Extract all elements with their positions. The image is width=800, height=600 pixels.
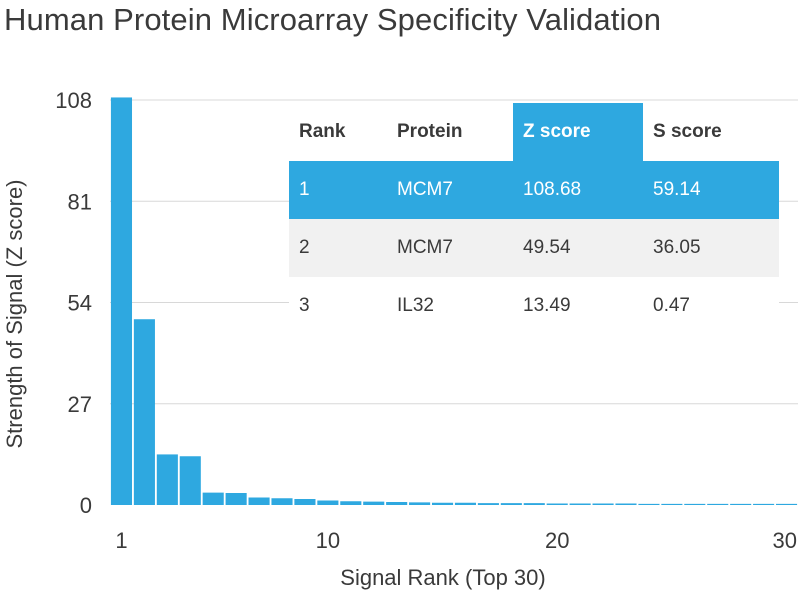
bar-rank-27 xyxy=(707,503,729,505)
bar-rank-23 xyxy=(615,503,637,505)
bar-rank-29 xyxy=(753,503,775,505)
table-row: 3 IL32 13.49 0.47 xyxy=(289,277,779,335)
x-tick-label: 20 xyxy=(545,528,569,553)
y-tick-label: 54 xyxy=(68,291,92,316)
bar-rank-20 xyxy=(546,503,568,505)
bar-rank-21 xyxy=(569,503,591,505)
cell-s-score: 0.47 xyxy=(643,277,779,335)
bar-rank-12 xyxy=(363,501,385,505)
y-tick-label: 108 xyxy=(55,88,92,113)
y-tick-label: 27 xyxy=(68,392,92,417)
header-rank: Rank xyxy=(289,103,387,161)
y-tick-labels: 0 27 54 81 108 xyxy=(55,88,92,518)
cell-s-score: 36.05 xyxy=(643,219,779,277)
header-z-score: Z score xyxy=(513,103,643,161)
bar-rank-30 xyxy=(775,503,798,505)
bar-rank-2 xyxy=(133,319,155,505)
table-row: 2 MCM7 49.54 36.05 xyxy=(289,219,779,277)
bar-rank-15 xyxy=(431,502,454,505)
bar-rank-18 xyxy=(500,503,522,505)
ranking-table: Rank Protein Z score S score 1 MCM7 108.… xyxy=(289,103,779,335)
x-axis-title: Signal Rank (Top 30) xyxy=(340,565,545,590)
bar-rank-16 xyxy=(454,502,477,505)
x-tick-labels: 1 10 20 30 xyxy=(115,528,797,553)
header-protein: Protein xyxy=(387,103,513,161)
bar-rank-9 xyxy=(294,499,316,505)
cell-z-score: 49.54 xyxy=(513,219,643,277)
bar-rank-8 xyxy=(271,498,293,505)
bar-rank-25 xyxy=(661,503,683,505)
cell-protein: MCM7 xyxy=(387,219,513,277)
bar-rank-14 xyxy=(409,502,431,505)
bar-rank-17 xyxy=(477,503,499,505)
header-s-score: S score xyxy=(643,103,779,161)
y-tick-label: 81 xyxy=(68,189,92,214)
table-row: 1 MCM7 108.68 59.14 xyxy=(289,161,779,219)
chart-title: Human Protein Microarray Specificity Val… xyxy=(4,2,662,37)
bar-rank-6 xyxy=(225,493,247,505)
x-tick-label: 30 xyxy=(773,528,797,553)
cell-protein: MCM7 xyxy=(387,161,513,219)
table-header-row: Rank Protein Z score S score xyxy=(289,103,779,161)
bar-rank-4 xyxy=(179,456,201,505)
bar-rank-3 xyxy=(156,454,178,505)
cell-z-score: 13.49 xyxy=(513,277,643,335)
x-tick-label: 10 xyxy=(316,528,340,553)
y-tick-label: 0 xyxy=(80,493,92,518)
cell-z-score: 108.68 xyxy=(513,161,643,219)
cell-s-score: 59.14 xyxy=(643,161,779,219)
cell-protein: IL32 xyxy=(387,277,513,335)
bar-rank-1 xyxy=(110,97,133,505)
bar-rank-26 xyxy=(684,503,706,505)
x-tick-label: 1 xyxy=(115,528,127,553)
bars xyxy=(110,97,798,505)
bar-rank-11 xyxy=(340,501,362,505)
y-axis-title: Strength of Signal (Z score) xyxy=(2,179,27,448)
bar-rank-5 xyxy=(202,492,224,505)
bar-rank-24 xyxy=(638,503,660,505)
bar-rank-7 xyxy=(248,497,270,505)
cell-rank: 3 xyxy=(289,277,387,335)
cell-rank: 2 xyxy=(289,219,387,277)
bar-rank-13 xyxy=(386,502,408,505)
bar-rank-22 xyxy=(592,503,614,505)
cell-rank: 1 xyxy=(289,161,387,219)
bar-rank-28 xyxy=(730,503,752,505)
bar-rank-10 xyxy=(317,500,339,505)
bar-rank-19 xyxy=(523,503,545,505)
